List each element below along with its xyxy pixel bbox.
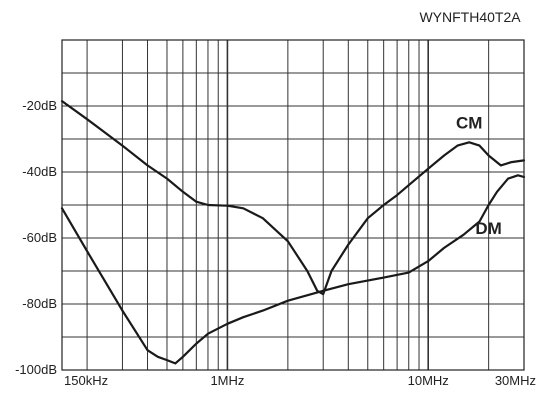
grid	[62, 40, 524, 370]
plot-frame	[61, 39, 525, 371]
x-tick-label: 10MHz	[408, 373, 449, 388]
chart-title: WYNFTH40T2A	[419, 9, 521, 25]
x-tick-label: 30MHz	[495, 373, 536, 388]
y-tick-label: -40dB	[22, 164, 57, 179]
series-label-cm: CM	[456, 113, 482, 132]
series-line-cm	[60, 100, 526, 296]
x-tick-label: 1MHz	[210, 373, 244, 388]
y-tick-label: -100dB	[15, 362, 57, 377]
y-tick-label: -80dB	[22, 296, 57, 311]
series-group: CM DM	[60, 100, 526, 365]
x-tick-label: 150kHz	[64, 373, 108, 388]
x-axis-tick-labels: 150kHz 1MHz 10MHz 30MHz	[64, 373, 536, 388]
y-tick-label: -60dB	[22, 230, 57, 245]
series-label-dm: DM	[475, 219, 501, 238]
y-axis-tick-labels: -20dB -40dB -60dB -80dB -100dB	[15, 98, 57, 377]
y-tick-label: -20dB	[22, 98, 57, 113]
series-line-dm	[60, 174, 526, 365]
